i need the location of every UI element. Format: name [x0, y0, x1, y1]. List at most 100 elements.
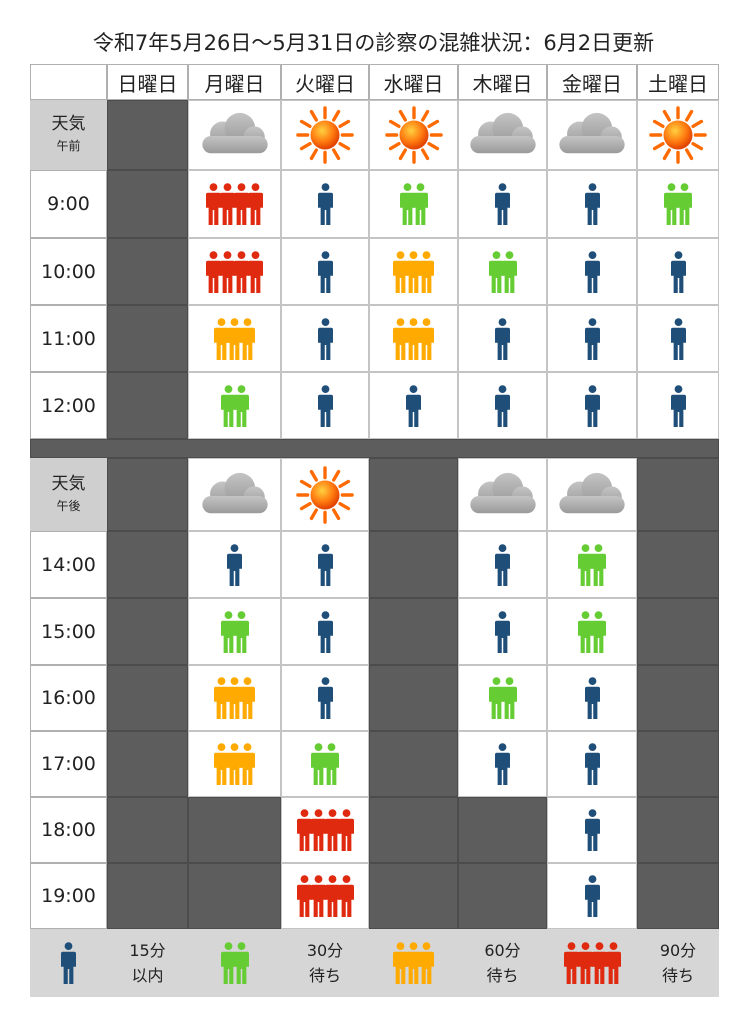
day-header: 土曜日 [637, 64, 719, 100]
congestion-cell [547, 372, 637, 439]
person-icon [233, 610, 249, 653]
weather-label: 天気 午前 [30, 100, 107, 170]
closed-cell [637, 598, 719, 665]
congestion-cell [188, 665, 281, 731]
congestion-level-1-icons [495, 610, 510, 654]
person-icon [419, 317, 434, 360]
person-icon [324, 875, 340, 917]
congestion-cell [547, 238, 637, 305]
congestion-cell [281, 531, 369, 598]
congestion-cell [547, 531, 637, 598]
person-icon [584, 384, 600, 427]
closed-cell [637, 797, 719, 863]
legend-wait-suffix: 待ち [661, 966, 694, 985]
person-icon [578, 543, 593, 586]
congestion-level-1-icons [584, 676, 600, 720]
person-icon [488, 250, 504, 293]
closed-cell [107, 170, 188, 238]
congestion-cell [281, 305, 369, 372]
time-label: 15:00 [30, 598, 107, 665]
congestion-cell [188, 598, 281, 665]
congestion-cell [458, 665, 547, 731]
congestion-level-2-icons [311, 742, 339, 786]
person-icon [227, 543, 242, 586]
congestion-cell [281, 170, 369, 238]
person-icon [317, 677, 333, 719]
person-icon [584, 875, 600, 917]
legend-level-1-icons [61, 941, 76, 985]
person-icon [419, 942, 434, 984]
person-icon [227, 317, 242, 360]
closed-cell [369, 863, 458, 929]
person-icon [248, 250, 263, 293]
congestion-level-1-icons [317, 543, 333, 587]
person-icon [233, 384, 249, 427]
period-label: 午後 [56, 498, 81, 513]
person-icon [406, 317, 421, 360]
weather-label-text: 天気 [51, 114, 86, 134]
congestion-level-4-icons [206, 250, 263, 294]
person-icon [234, 183, 249, 225]
congestion-cell [281, 863, 369, 929]
time-label: 19:00 [30, 863, 107, 929]
person-icon [495, 610, 510, 653]
congestion-cell [188, 305, 281, 372]
congestion-level-2-icons [664, 182, 692, 226]
person-icon [324, 743, 339, 785]
person-icon [61, 942, 76, 984]
congestion-level-2-icons [399, 182, 428, 226]
congestion-level-2-icons [578, 610, 606, 654]
page-title: 令和7年5月26日～5月31日の診察の混雑状況：6月2日更新 [92, 31, 655, 55]
congestion-cell [369, 305, 458, 372]
cloud-icon [469, 112, 536, 154]
closed-cell [637, 863, 719, 929]
legend-text: 90分 待ち [637, 929, 719, 997]
day-header: 月曜日 [188, 64, 281, 100]
congestion-level-3-icons [393, 317, 434, 361]
person-icon [233, 942, 249, 984]
legend-wait-suffix: 以内 [131, 966, 164, 985]
closed-cell [369, 458, 458, 531]
person-icon [317, 317, 333, 360]
person-icon [591, 610, 606, 653]
congestion-level-3-icons [214, 742, 255, 786]
congestion-level-1-icons [584, 384, 600, 428]
congestion-cell [547, 731, 637, 797]
weather-cell [281, 100, 369, 170]
congestion-level-2-icons [488, 676, 517, 720]
day-header: 日曜日 [107, 64, 188, 100]
person-icon [406, 942, 421, 984]
congestion-level-1-icons [406, 384, 421, 428]
person-icon [670, 250, 686, 293]
congestion-cell [188, 372, 281, 439]
person-icon [220, 942, 236, 984]
weather-cell [547, 100, 637, 170]
person-icon [495, 384, 510, 427]
day-header: 木曜日 [458, 64, 547, 100]
person-icon [584, 677, 600, 719]
closed-cell [369, 598, 458, 665]
day-header: 金曜日 [547, 64, 637, 100]
congestion-level-2-icons [220, 610, 249, 654]
congestion-level-1-icons [670, 250, 686, 294]
congestion-level-1-icons [317, 250, 333, 294]
closed-cell [637, 531, 719, 598]
person-icon [677, 183, 692, 225]
legend-level-2-icons [220, 941, 249, 985]
congestion-cell [637, 238, 719, 305]
person-icon [214, 317, 229, 360]
person-icon [412, 183, 428, 225]
legend-level-4-icons [563, 941, 621, 985]
person-icon [220, 384, 236, 427]
congestion-level-1-icons [227, 543, 242, 587]
person-icon [317, 610, 333, 653]
person-icon [584, 250, 600, 293]
congestion-level-1-icons [495, 384, 510, 428]
closed-cell [637, 731, 719, 797]
time-label: 11:00 [30, 305, 107, 372]
person-icon [227, 677, 242, 719]
person-icon [584, 809, 600, 851]
day-header: 水曜日 [369, 64, 458, 100]
sun-icon [649, 106, 707, 164]
